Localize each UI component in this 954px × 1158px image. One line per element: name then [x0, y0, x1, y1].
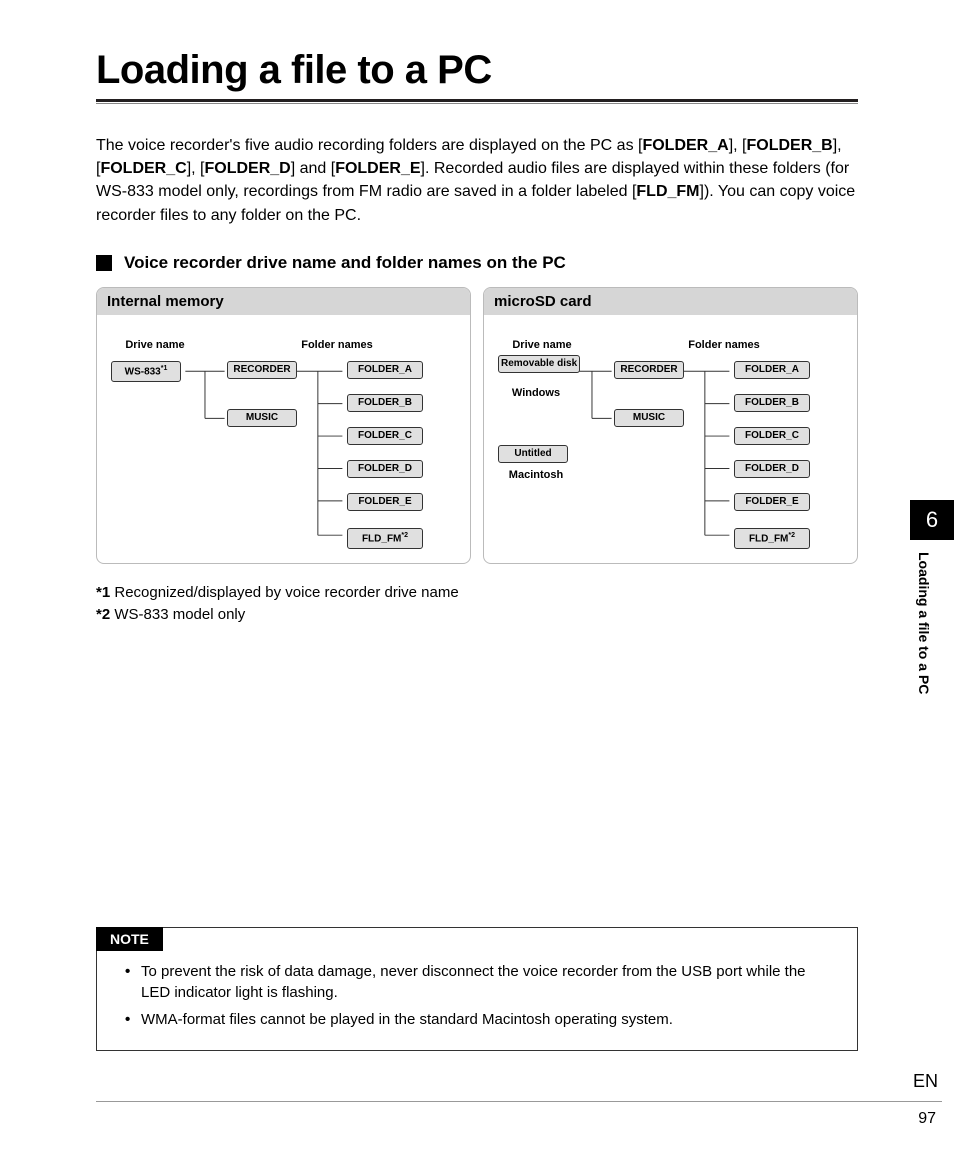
note-item: WMA-format files cannot be played in the…	[125, 1009, 833, 1030]
chapter-tab: 6	[910, 500, 954, 540]
node-music: MUSIC	[227, 409, 297, 428]
label-drive-name-sd: Drive name	[502, 339, 582, 351]
panel-internal-memory: Internal memory	[96, 287, 471, 564]
language-code: EN	[913, 1071, 938, 1092]
note-tab: NOTE	[96, 927, 163, 951]
panel-title-sd: microSD card	[484, 288, 857, 315]
panel-title-internal: Internal memory	[97, 288, 470, 315]
node-folder-c-sd: FOLDER_C	[734, 427, 810, 446]
note-box: NOTE To prevent the risk of data damage,…	[96, 927, 858, 1051]
note-item: To prevent the risk of data damage, neve…	[125, 961, 833, 1003]
node-folder-b-sd: FOLDER_B	[734, 394, 810, 413]
footer-rule	[96, 1101, 942, 1102]
node-folder-a-sd: FOLDER_A	[734, 361, 810, 380]
node-drive-ws833: WS-833*1	[111, 361, 181, 382]
footnotes: *1 Recognized/displayed by voice recorde…	[96, 582, 858, 627]
node-folder-c: FOLDER_C	[347, 427, 423, 446]
node-removable-disk: Removable disk	[498, 355, 580, 374]
intro-paragraph: The voice recorder's five audio recordin…	[96, 134, 858, 227]
label-drive-name: Drive name	[115, 339, 195, 351]
node-folder-b: FOLDER_B	[347, 394, 423, 413]
node-music-sd: MUSIC	[614, 409, 684, 428]
node-untitled: Untitled	[498, 445, 568, 464]
section-bullet-icon	[96, 255, 112, 271]
title-rule-thin	[96, 103, 858, 104]
node-folder-e: FOLDER_E	[347, 493, 423, 512]
node-folder-e-sd: FOLDER_E	[734, 493, 810, 512]
node-fld-fm-sd: FLD_FM*2	[734, 528, 810, 549]
label-folder-names-sd: Folder names	[664, 339, 784, 351]
title-rule-thick	[96, 99, 858, 102]
page-title: Loading a file to a PC	[96, 48, 858, 99]
caption-windows: Windows	[496, 387, 576, 399]
node-recorder: RECORDER	[227, 361, 297, 380]
panel-microsd: microSD card Dr	[483, 287, 858, 564]
caption-macintosh: Macintosh	[496, 469, 576, 481]
section-heading: Voice recorder drive name and folder nam…	[124, 253, 566, 273]
node-fld-fm: FLD_FM*2	[347, 528, 423, 549]
node-folder-d: FOLDER_D	[347, 460, 423, 479]
page-number: 97	[918, 1110, 936, 1128]
node-folder-a: FOLDER_A	[347, 361, 423, 380]
node-recorder-sd: RECORDER	[614, 361, 684, 380]
label-folder-names: Folder names	[277, 339, 397, 351]
node-folder-d-sd: FOLDER_D	[734, 460, 810, 479]
side-running-title: Loading a file to a PC	[916, 552, 932, 694]
